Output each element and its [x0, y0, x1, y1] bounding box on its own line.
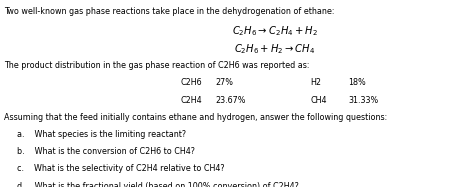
Text: C2H6: C2H6: [180, 78, 202, 87]
Text: Two well-known gas phase reactions take place in the dehydrogenation of ethane:: Two well-known gas phase reactions take …: [4, 7, 334, 16]
Text: 27%: 27%: [216, 78, 234, 87]
Text: The product distribution in the gas phase reaction of C2H6 was reported as:: The product distribution in the gas phas…: [4, 61, 310, 70]
Text: C2H4: C2H4: [180, 96, 202, 105]
Text: 23.67%: 23.67%: [216, 96, 246, 105]
Text: 18%: 18%: [348, 78, 366, 87]
Text: CH4: CH4: [310, 96, 327, 105]
Text: $C_2H_6 \rightarrow C_2H_4 + H_2$: $C_2H_6 \rightarrow C_2H_4 + H_2$: [232, 24, 318, 38]
Text: H2: H2: [310, 78, 321, 87]
Text: a.    What species is the limiting reactant?: a. What species is the limiting reactant…: [17, 130, 186, 139]
Text: $C_2H_6 + H_2 \rightarrow CH_4$: $C_2H_6 + H_2 \rightarrow CH_4$: [234, 42, 316, 56]
Text: c.    What is the selectivity of C2H4 relative to CH4?: c. What is the selectivity of C2H4 relat…: [17, 164, 224, 173]
Text: Assuming that the feed initially contains ethane and hydrogen, answer the follow: Assuming that the feed initially contain…: [4, 113, 387, 122]
Text: 31.33%: 31.33%: [348, 96, 379, 105]
Text: d.    What is the fractional yield (based on 100% conversion) of C2H4?: d. What is the fractional yield (based o…: [17, 182, 299, 187]
Text: b.    What is the conversion of C2H6 to CH4?: b. What is the conversion of C2H6 to CH4…: [17, 147, 195, 156]
